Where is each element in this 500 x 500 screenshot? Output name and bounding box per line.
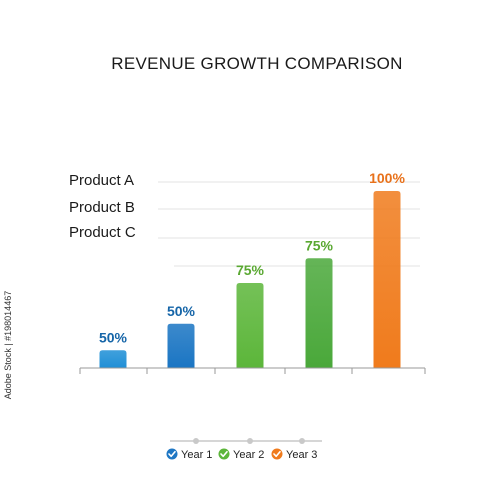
product-label: Product B (69, 199, 135, 216)
x-axis (79, 367, 426, 374)
data-label: 50% (167, 303, 196, 319)
legend-dot (247, 438, 253, 444)
product-labels: Product A Product B Product C (69, 172, 136, 241)
check-icon (218, 448, 230, 460)
check-icon (271, 448, 283, 460)
bar (167, 323, 195, 368)
product-label: Product C (69, 224, 136, 241)
stock-id: Adobe Stock | #198014467 (3, 291, 13, 399)
data-labels: 50% 50% 75% 75% 100% (99, 170, 405, 345)
bar (305, 258, 333, 368)
legend: Year 1 Year 2 Year 3 (166, 438, 322, 461)
data-label: 50% (99, 329, 128, 345)
bar (373, 191, 401, 368)
legend-dot (299, 438, 305, 444)
bar (236, 283, 264, 368)
legend-label: Year 2 (233, 449, 264, 461)
data-label: 75% (236, 262, 265, 278)
legend-item: Year 2 (218, 448, 264, 461)
chart-title: REVENUE GROWTH COMPARISON (111, 54, 402, 73)
data-label: 100% (369, 170, 405, 186)
bars (99, 191, 401, 368)
legend-item: Year 3 (271, 448, 317, 461)
legend-dot (193, 438, 199, 444)
data-label: 75% (305, 237, 334, 253)
bar (99, 350, 127, 368)
legend-label: Year 1 (181, 449, 212, 461)
legend-label: Year 3 (286, 449, 317, 461)
product-label: Product A (69, 172, 134, 189)
check-icon (166, 448, 178, 460)
legend-item: Year 1 (166, 448, 212, 461)
